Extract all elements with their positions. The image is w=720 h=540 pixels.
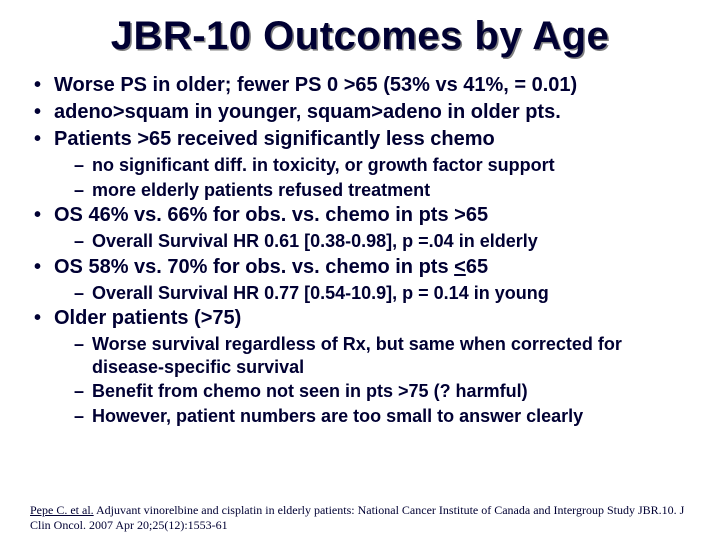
slide-title: JBR-10 Outcomes by Age	[30, 14, 690, 59]
bullet-over75-text: Older patients (>75)	[54, 307, 241, 329]
bullet-os-over65-text: OS 46% vs. 66% for obs. vs. chemo in pts…	[54, 204, 488, 226]
sublist-less-chemo: no significant diff. in toxicity, or gro…	[54, 154, 690, 201]
sub-no-benefit: Benefit from chemo not seen in pts >75 (…	[74, 380, 690, 403]
bullet-os-under65-pre: OS 58% vs. 70% for obs. vs. chemo in pts	[54, 256, 454, 278]
bullet-less-chemo: Patients >65 received significantly less…	[34, 127, 690, 201]
bullet-over75: Older patients (>75) Worse survival rega…	[34, 306, 690, 427]
citation-author: Pepe C. et al.	[30, 503, 94, 517]
bullet-list: Worse PS in older; fewer PS 0 >65 (53% v…	[30, 73, 690, 429]
sublist-os-over65: Overall Survival HR 0.61 [0.38-0.98], p …	[54, 230, 690, 253]
sub-refused: more elderly patients refused treatment	[74, 179, 690, 202]
bullet-os-over65: OS 46% vs. 66% for obs. vs. chemo in pts…	[34, 203, 690, 253]
bullet-histology: adeno>squam in younger, squam>adeno in o…	[34, 100, 690, 125]
citation: Pepe C. et al. Adjuvant vinorelbine and …	[30, 497, 690, 532]
sublist-over75: Worse survival regardless of Rx, but sam…	[54, 333, 690, 427]
sub-small-n: However, patient numbers are too small t…	[74, 405, 690, 428]
sublist-os-under65: Overall Survival HR 0.77 [0.54-10.9], p …	[54, 282, 690, 305]
bullet-ps-older: Worse PS in older; fewer PS 0 >65 (53% v…	[34, 73, 690, 98]
sub-hr-young: Overall Survival HR 0.77 [0.54-10.9], p …	[74, 282, 690, 305]
bullet-os-under65: OS 58% vs. 70% for obs. vs. chemo in pts…	[34, 255, 690, 305]
bullet-os-under65-post: 65	[466, 256, 488, 278]
bullet-os-under65-lt: <	[454, 256, 466, 278]
sub-toxicity: no significant diff. in toxicity, or gro…	[74, 154, 690, 177]
citation-rest: Adjuvant vinorelbine and cisplatin in el…	[30, 503, 684, 531]
slide: JBR-10 Outcomes by Age Worse PS in older…	[0, 0, 720, 540]
sub-hr-elderly: Overall Survival HR 0.61 [0.38-0.98], p …	[74, 230, 690, 253]
sub-worse-survival: Worse survival regardless of Rx, but sam…	[74, 333, 690, 378]
bullet-less-chemo-text: Patients >65 received significantly less…	[54, 128, 495, 150]
